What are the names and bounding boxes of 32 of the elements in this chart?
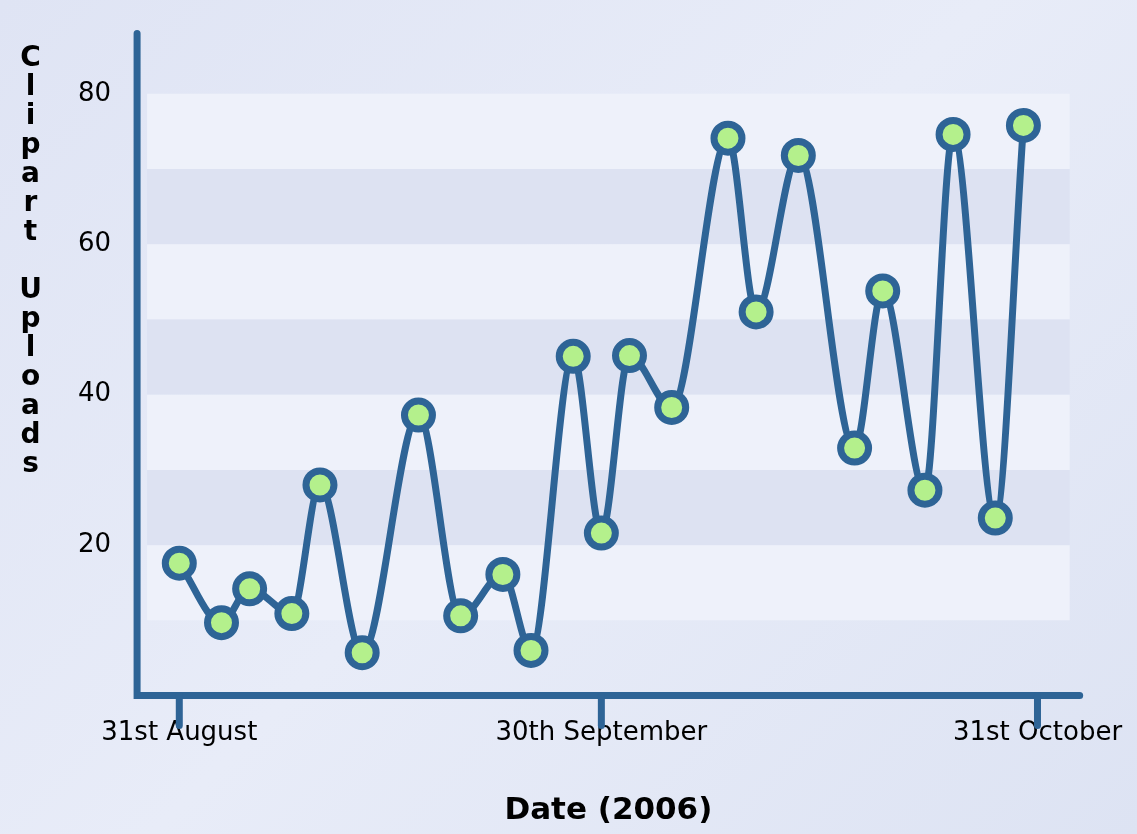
point (555, 338, 591, 374)
point (344, 635, 380, 671)
y-tick-label: 40 (77, 377, 112, 408)
point (738, 294, 774, 330)
x-tick-label: 31st August (101, 715, 258, 746)
point (1005, 107, 1041, 143)
x-tick-label: 31st October (952, 715, 1123, 746)
point (710, 120, 746, 156)
point (485, 556, 521, 592)
point (611, 338, 647, 374)
point (837, 430, 873, 466)
point (583, 515, 619, 551)
x-axis-title: Date (2006) (504, 790, 713, 827)
point (204, 605, 239, 641)
point (654, 389, 690, 425)
point (400, 397, 436, 433)
point (907, 472, 943, 508)
y-axis-title: Clipart Uploads (14, 40, 47, 475)
point (780, 137, 816, 173)
y-tick-label: 60 (77, 226, 112, 257)
point (232, 571, 268, 607)
point (513, 632, 549, 668)
point (865, 273, 901, 309)
x-tick-label: 30th September (495, 715, 708, 746)
point (274, 596, 310, 632)
y-tick-label: 80 (77, 76, 112, 107)
point (302, 467, 338, 503)
point (443, 598, 479, 634)
point (977, 500, 1013, 536)
y-tick-label: 20 (77, 527, 112, 558)
point (935, 116, 971, 152)
point (161, 545, 197, 581)
